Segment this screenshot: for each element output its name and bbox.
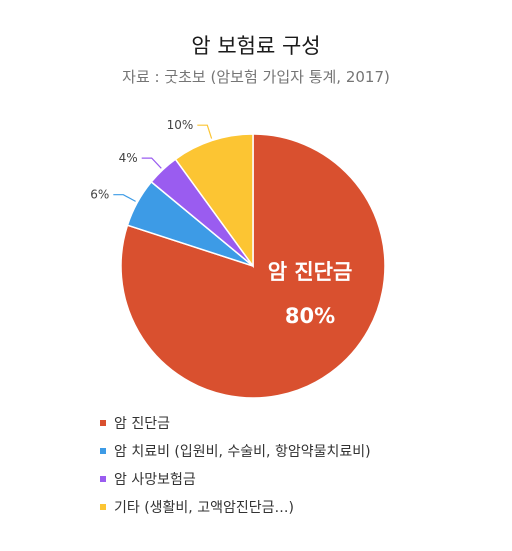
leader-line-3 [197,124,213,139]
legend-swatch [100,504,106,510]
legend-item: 암 진단금 [100,409,371,437]
legend-label: 기타 (생활비, 고액암진단금…) [114,500,294,516]
slice-inside-label-value: 80% [285,304,335,328]
legend-label: 암 치료비 (입원비, 수술비, 항암약물치료비) [114,444,371,460]
slice-inside-label-name: 암 진단금 [268,260,353,284]
legend-label: 암 진단금 [114,416,170,432]
legend-item: 암 치료비 (입원비, 수술비, 항암약물치료비) [100,437,371,465]
slice-label-2: 4% [119,151,138,165]
legend-swatch [100,448,106,454]
pie-slice-3 [174,133,254,269]
legend-swatch [100,476,106,482]
slice-label-3: 10% [167,118,194,132]
chart-subtitle: 자료 : 굿초보 (암보험 가입자 통계, 2017) [122,68,390,86]
legend-item: 기타 (생활비, 고액암진단금…) [100,493,371,521]
legend-item: 암 사망보험금 [100,465,371,493]
slice-label-1: 6% [90,188,109,202]
leader-line-1 [113,194,136,202]
chart-title: 암 보험료 구성 [191,34,321,58]
legend-label: 암 사망보험금 [114,472,196,488]
legend-swatch [100,420,106,426]
pie-chart: 암 진단금 80% 6% 4% 10% [90,118,386,399]
leader-line-2 [141,157,162,169]
